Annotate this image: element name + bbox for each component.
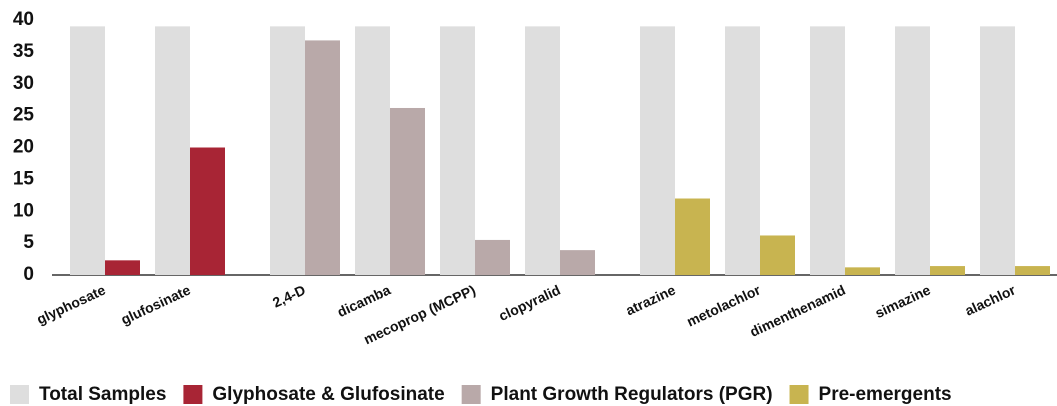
bar [305, 40, 340, 276]
bar [105, 260, 140, 275]
bar [930, 266, 965, 275]
bar [895, 26, 930, 275]
bar [640, 26, 675, 275]
bar [155, 26, 190, 275]
bar [1015, 266, 1050, 275]
bar [440, 26, 475, 275]
bar [980, 26, 1015, 275]
y-tick-label: 20 [13, 137, 34, 158]
x-tick-label: glyphosate [34, 281, 108, 327]
bar [390, 107, 425, 275]
bar [725, 26, 760, 275]
y-tick-label: 15 [13, 168, 35, 189]
y-tick-label: 5 [23, 232, 34, 253]
bar [355, 26, 390, 275]
bar [190, 147, 225, 275]
x-tick-label: glufosinate [118, 281, 193, 327]
x-tick-label: dimenthenamid [747, 282, 848, 340]
legend-swatch [789, 385, 809, 404]
y-tick-label: 40 [13, 9, 34, 30]
x-tick-label: simazine [872, 281, 933, 321]
legend-label: Pre-emergents [819, 384, 952, 405]
legend-swatch [10, 385, 29, 404]
bar [675, 198, 710, 275]
bar [270, 26, 305, 275]
bar [525, 26, 560, 275]
bar [560, 250, 595, 275]
x-tick-label: 2,4-D [270, 282, 308, 311]
x-tick-label: clopyralid [496, 282, 563, 324]
bar [810, 26, 845, 275]
bar [845, 267, 880, 275]
y-tick-label: 30 [13, 73, 34, 94]
x-tick-label: dicamba [335, 281, 393, 320]
legend-label: Total Samples [39, 384, 166, 405]
y-tick-label: 35 [13, 41, 35, 62]
bar [475, 239, 510, 275]
y-tick-label: 25 [13, 105, 35, 126]
x-tick-label: alachlor [962, 281, 1018, 318]
legend-label: Glyphosate & Glufosinate [212, 384, 444, 405]
x-tick-label: atrazine [623, 281, 678, 318]
legend-swatch [183, 385, 203, 404]
y-tick-label: 10 [13, 200, 34, 221]
bar [70, 26, 105, 275]
y-tick-label: 0 [23, 264, 34, 285]
bar [760, 235, 795, 275]
legend-label: Plant Growth Regulators (PGR) [491, 384, 773, 405]
legend-swatch [461, 385, 481, 404]
